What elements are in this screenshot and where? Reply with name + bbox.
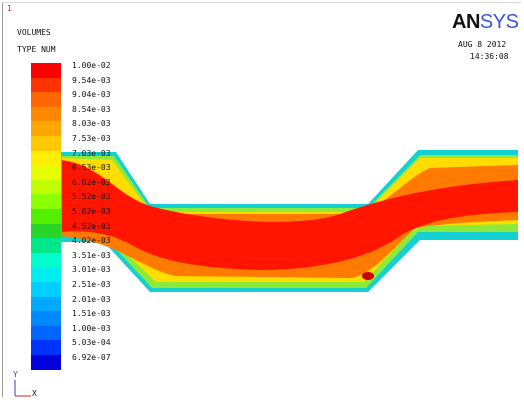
legend-swatch xyxy=(31,209,61,224)
legend-swatch xyxy=(31,121,61,137)
viewport-frame xyxy=(2,2,521,397)
legend-swatch xyxy=(31,63,61,78)
plot-subtitle: TYPE NUM xyxy=(17,45,56,54)
axis-x-label: X xyxy=(32,389,37,398)
legend-swatch xyxy=(31,267,61,283)
legend-label: 7.03e-03 xyxy=(72,148,111,158)
legend-swatch xyxy=(31,136,61,151)
legend-swatch xyxy=(31,92,61,108)
plot-date: AUG 8 2012 xyxy=(458,40,507,49)
legend-label: 1.00e-02 xyxy=(72,61,111,70)
legend-label: 9.04e-03 xyxy=(72,90,111,100)
legend-label: 4.52e-03 xyxy=(72,221,111,231)
legend-label: 1.51e-03 xyxy=(72,309,111,319)
legend-swatch xyxy=(31,252,61,268)
legend-swatch xyxy=(31,325,61,341)
legend-label: 7.53e-03 xyxy=(72,134,111,143)
axis-triad-icon xyxy=(14,380,31,397)
legend-label: 3.51e-03 xyxy=(72,250,111,260)
legend-swatch xyxy=(31,311,61,327)
axis-y-label: Y xyxy=(13,370,18,379)
ansys-logo: ANSYS xyxy=(452,11,519,33)
legend-swatch xyxy=(31,340,61,356)
legend-swatch xyxy=(31,179,61,195)
window-number: 1 xyxy=(7,4,12,13)
legend-swatch xyxy=(31,106,61,122)
legend-label: 2.51e-03 xyxy=(72,280,111,289)
legend-swatch xyxy=(31,165,61,181)
legend-label: 2.01e-03 xyxy=(72,294,111,304)
legend-swatch xyxy=(31,238,61,254)
legend-label: 6.53e-03 xyxy=(72,163,111,173)
legend-swatch xyxy=(31,355,61,370)
legend-label: 3.01e-03 xyxy=(72,265,111,275)
legend-label: 6.92e-07 xyxy=(72,353,111,362)
legend-swatch xyxy=(31,282,61,297)
legend-swatch xyxy=(31,150,61,166)
legend-label: 4.02e-03 xyxy=(72,236,111,246)
legend-label: 9.54e-03 xyxy=(72,75,111,85)
legend-swatch xyxy=(31,77,61,93)
plot-time: 14:36:08 xyxy=(470,52,509,61)
legend-label: 1.00e-03 xyxy=(72,323,111,333)
legend-swatch xyxy=(31,223,61,239)
legend-swatch xyxy=(31,296,61,312)
legend-label: 5.02e-03 xyxy=(72,207,111,216)
legend-label: 8.03e-03 xyxy=(72,119,111,129)
legend-label: 6.02e-03 xyxy=(72,177,111,187)
legend-swatch xyxy=(31,194,61,210)
legend-label: 5.52e-03 xyxy=(72,192,111,202)
legend-label: 8.54e-03 xyxy=(72,104,111,114)
plot-title: VOLUMES xyxy=(17,28,51,37)
legend-label: 5.03e-04 xyxy=(72,338,111,348)
